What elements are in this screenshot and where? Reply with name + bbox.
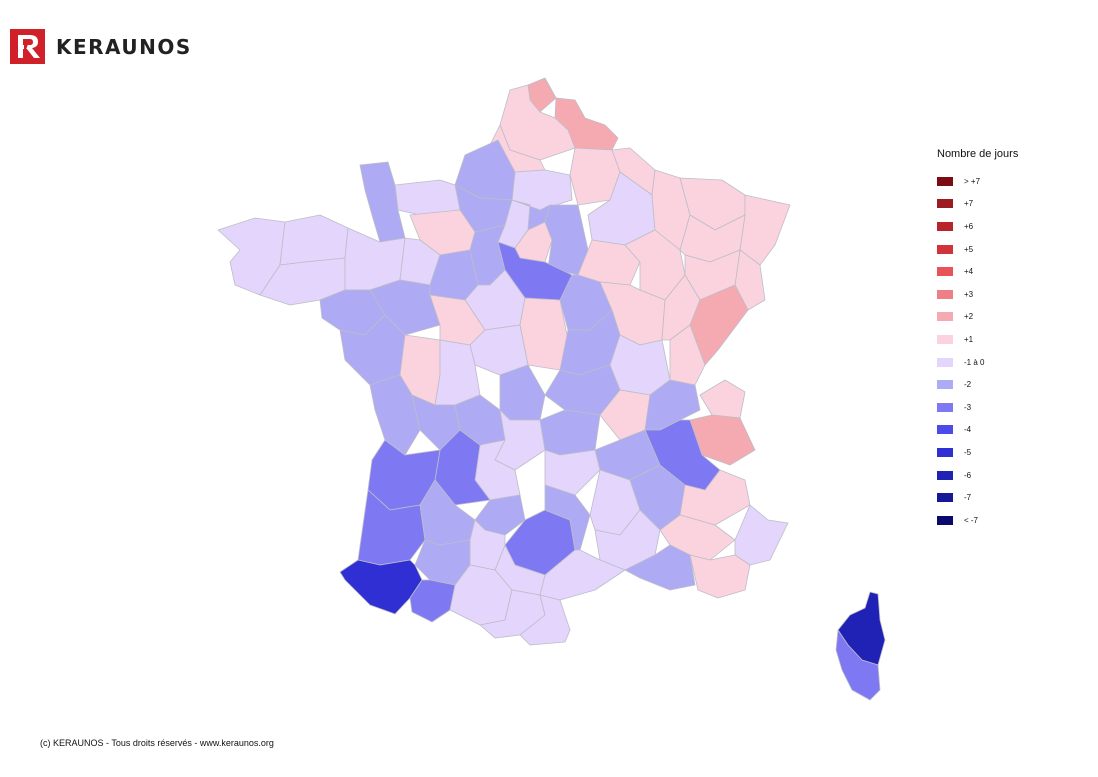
legend-label: -1 à 0 (964, 357, 985, 367)
legend-item: -4 (937, 419, 1018, 442)
legend-swatch (937, 244, 953, 254)
legend-item: +5 (937, 238, 1018, 261)
legend-swatch (937, 357, 953, 367)
copyright-footer: (c) KERAUNOS - Tous droits réservés - ww… (40, 738, 274, 748)
region-aude-pyrenees-orientales (519, 594, 571, 646)
region-pyrenees-atlantiques (339, 559, 423, 615)
legend-swatch (937, 176, 953, 186)
region-alpes-maritimes (734, 504, 789, 566)
legend-label: -7 (964, 493, 972, 503)
legend-label: +7 (964, 199, 974, 209)
legend-swatch (937, 425, 953, 435)
region-bouches-du-rhone (624, 544, 696, 591)
legend-items: > +7 +7 +6 +5 +4 +3 +2 +1 -1 à 0 -2 -3 -4 -5 -6 -7 < -7 (937, 170, 1018, 532)
legend-swatch (937, 221, 953, 231)
legend-swatch (937, 515, 953, 525)
legend-label: +2 (964, 312, 974, 322)
legend-label: +5 (964, 244, 974, 254)
legend-item: +4 (937, 260, 1018, 283)
legend-swatch (937, 380, 953, 390)
legend-label: +1 (964, 334, 974, 344)
legend-item: +6 (937, 215, 1018, 238)
legend-item: -6 (937, 464, 1018, 487)
legend-item: -5 (937, 441, 1018, 464)
legend-swatch (937, 267, 953, 277)
brand-name: KERAUNOS (56, 34, 192, 59)
legend-swatch (937, 312, 953, 322)
legend-label: > +7 (964, 176, 981, 186)
region-jura (669, 324, 706, 386)
legend-item: +2 (937, 306, 1018, 329)
map-legend: Nombre de jours > +7 +7 +6 +5 +4 +3 +2 +1 -1 à 0… (937, 148, 1018, 532)
region-var (689, 554, 751, 599)
legend-swatch (937, 493, 953, 503)
legend-swatch (937, 402, 953, 412)
legend-label: +6 (964, 221, 974, 231)
region-charente-maritime (369, 374, 421, 456)
keraunos-logo-mark (10, 29, 45, 64)
legend-title: Nombre de jours (937, 148, 1019, 160)
legend-item: > +7 (937, 170, 1018, 193)
legend-label: -3 (964, 402, 972, 412)
legend-label: -4 (964, 425, 972, 435)
region-cotes-armor (279, 214, 349, 266)
legend-swatch (937, 289, 953, 299)
legend-swatch (937, 470, 953, 480)
legend-item: < -7 (937, 509, 1018, 532)
legend-label: +3 (964, 289, 974, 299)
lightning-k-icon (10, 29, 45, 64)
legend-label: -6 (964, 470, 972, 480)
region-puy-de-dome (539, 409, 601, 456)
legend-swatch (937, 447, 953, 457)
legend-item: +1 (937, 328, 1018, 351)
legend-label: -5 (964, 447, 972, 457)
legend-item: -3 (937, 396, 1018, 419)
region-corse-du-sud (835, 629, 881, 701)
legend-item: -1 à 0 (937, 351, 1018, 374)
region-bas-rhin (739, 194, 791, 266)
legend-label: -2 (964, 380, 972, 390)
legend-label: < -7 (964, 515, 979, 525)
keraunos-logo: KERAUNOS (10, 29, 192, 64)
legend-swatch (937, 334, 953, 344)
legend-item: +7 (937, 193, 1018, 216)
region-creuse (499, 364, 546, 421)
legend-item: +3 (937, 283, 1018, 306)
region-calvados (394, 179, 461, 216)
legend-swatch (937, 199, 953, 209)
legend-label: +4 (964, 267, 974, 277)
region-haute-savoie (699, 379, 746, 419)
legend-item: -2 (937, 373, 1018, 396)
legend-item: -7 (937, 486, 1018, 509)
